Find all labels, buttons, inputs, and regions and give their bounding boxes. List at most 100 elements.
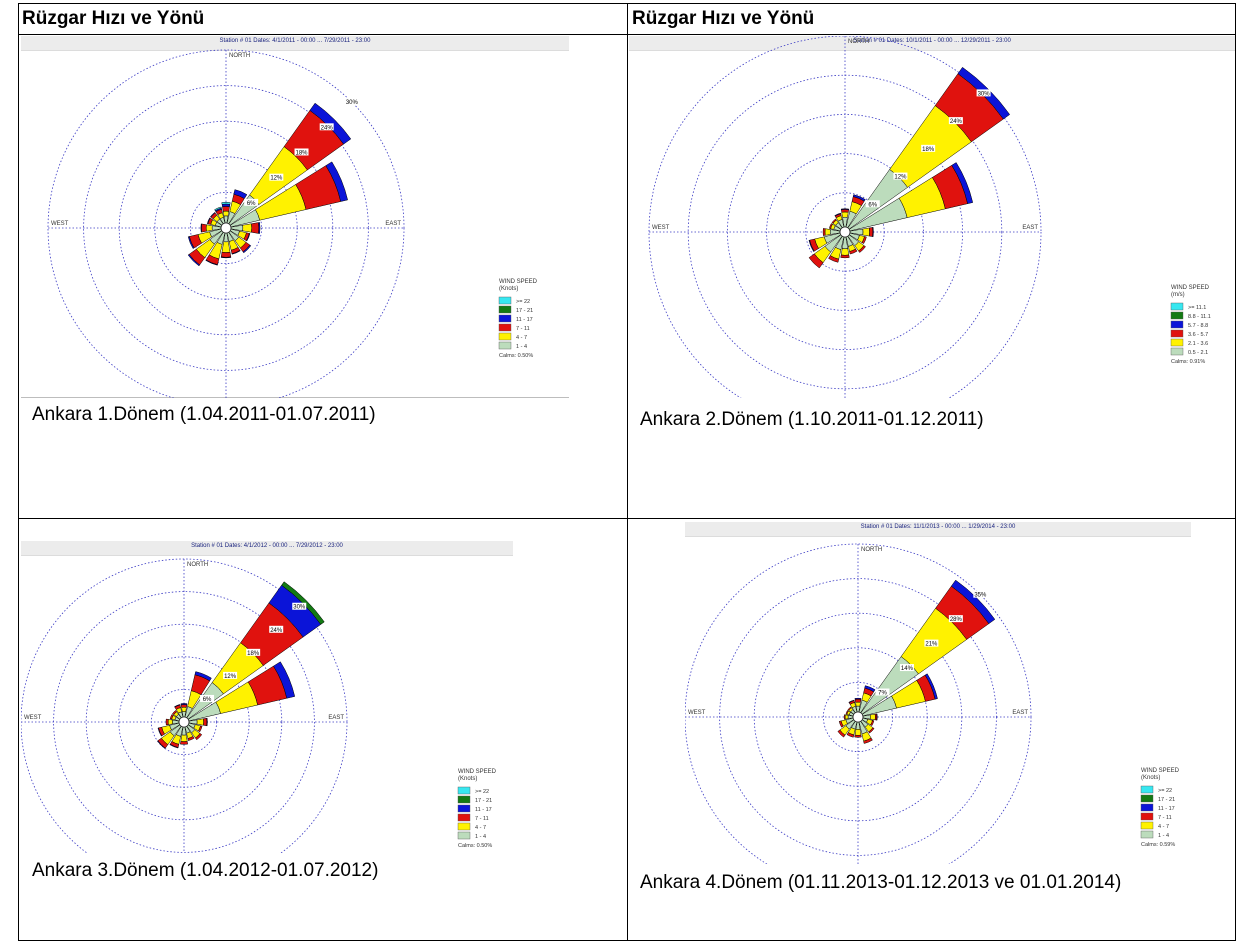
ring-label: 24%	[321, 125, 334, 131]
legend-label: 5.7 - 8.8	[1188, 323, 1208, 329]
ring-label: 21%	[925, 642, 938, 648]
petal-segment	[167, 719, 173, 725]
legend-label: 0.5 - 2.1	[1188, 350, 1208, 356]
petal-segment	[157, 740, 166, 749]
petal-segment	[180, 741, 188, 745]
west-label: WEST	[51, 221, 69, 227]
petal-segment	[834, 212, 842, 217]
petal-segment	[169, 743, 179, 749]
petal-segment	[858, 245, 866, 253]
petal-segment	[841, 211, 849, 218]
windrose-panel-2: Station # 01 Dates: 10/1/2011 - 00:00 ..…	[629, 36, 1235, 398]
ring-label: 24%	[270, 628, 283, 634]
ring-label-bg	[893, 172, 908, 180]
petal-segment	[864, 685, 876, 693]
legend-label: 3.6 - 5.7	[1188, 332, 1208, 338]
legend-swatch	[1140, 812, 1154, 821]
petal-segment	[829, 223, 833, 229]
petal-segment	[222, 210, 230, 217]
east-label: EAST	[1012, 710, 1028, 716]
legend-unit: (Knots)	[499, 286, 518, 292]
calm-circle	[178, 716, 190, 728]
petal-segment	[828, 255, 840, 263]
legend-swatch	[1140, 830, 1154, 839]
legend-label: >= 22	[516, 299, 530, 305]
windrose-panel-1: Station # 01 Dates: 4/1/2011 - 00:00 ...…	[21, 36, 569, 398]
petal-segment	[187, 736, 195, 741]
ring-label-bg	[865, 200, 880, 208]
ring-label-bg	[973, 590, 988, 598]
petal-segment	[181, 706, 187, 712]
legend-title: WIND SPEED	[499, 279, 538, 285]
legend-label: 11 - 17	[516, 317, 533, 323]
legend-label: 17 - 21	[516, 308, 533, 314]
west-label: WEST	[24, 715, 42, 721]
petal-segment	[209, 211, 216, 218]
petal-segment	[840, 208, 850, 210]
ring-circle	[685, 543, 1032, 864]
petal-segment	[242, 223, 253, 233]
chart-title: Station # 01 Dates: 11/1/2013 - 00:00 ..…	[860, 524, 1016, 530]
legend-swatch	[498, 314, 512, 323]
legend-swatch	[1140, 785, 1154, 794]
legend-label: >= 22	[1158, 788, 1172, 794]
petal-segment	[214, 206, 222, 212]
petal-segment	[876, 713, 878, 721]
windrose-chart-2: NORTHSOUTHWESTEAST6%12%18%24%30%WIND SPE…	[648, 36, 1211, 398]
ring-label-bg	[924, 639, 939, 647]
ring-label: 14%	[901, 666, 914, 672]
legend-swatch	[498, 341, 512, 350]
ring-circle	[719, 578, 997, 856]
legend-swatch	[1140, 794, 1154, 803]
results-table: Rüzgar Hızı ve Yönü Rüzgar Hızı ve Yönü …	[18, 3, 1236, 941]
ring-label: 18%	[922, 147, 935, 153]
caption-2: Ankara 2.Dönem (1.10.2011-01.12.2011)	[640, 409, 984, 430]
legend-swatch	[498, 332, 512, 341]
windrose-panel-3: Station # 01 Dates: 4/1/2012 - 00:00 ...…	[21, 541, 513, 853]
legend-label: 4 - 7	[516, 335, 527, 341]
legend-label: 1 - 4	[475, 834, 486, 840]
petal-segment	[808, 239, 815, 252]
windrose-panel-4: Station # 01 Dates: 11/1/2013 - 00:00 ..…	[685, 522, 1191, 864]
petal-segment	[231, 250, 241, 255]
petal-segment	[844, 714, 849, 720]
petal-segment	[233, 189, 248, 199]
ring-label-bg	[294, 148, 309, 156]
legend-swatch	[1170, 338, 1184, 347]
west-label: WEST	[652, 225, 670, 231]
legend-label: 17 - 21	[475, 798, 492, 804]
legend-unit: (m/s)	[1171, 292, 1185, 298]
petal-segment	[869, 713, 876, 721]
petal-segment	[868, 227, 874, 237]
north-label: NORTH	[861, 547, 882, 553]
legend-label: >= 11.1	[1188, 305, 1206, 311]
row-divider	[19, 518, 1235, 519]
legend-label: 8.8 - 11.1	[1188, 314, 1211, 320]
legend-label: 7 - 11	[516, 326, 530, 332]
petal-segment	[194, 671, 212, 682]
petal-segment	[848, 699, 855, 704]
ring-label: 6%	[868, 202, 877, 208]
petal-segment	[195, 733, 203, 741]
petal-segment	[861, 236, 867, 244]
calms-label: Calms: 0.59%	[1141, 842, 1175, 848]
legend-label: 11 - 17	[475, 807, 492, 813]
legend-swatch	[457, 786, 471, 795]
petal-segment	[251, 222, 260, 234]
legend-swatch	[457, 831, 471, 840]
ring-label-bg	[899, 664, 914, 672]
ring-label-bg	[223, 671, 238, 679]
petal-segment	[840, 209, 850, 213]
petal-segment	[852, 194, 866, 202]
petal-segment	[206, 717, 208, 727]
legend-swatch	[457, 822, 471, 831]
petal-segment	[180, 703, 188, 706]
petal-segment	[872, 227, 874, 237]
petal-segment	[838, 720, 844, 728]
calms-label: Calms: 0.91%	[1171, 359, 1205, 365]
legend-swatch	[1140, 803, 1154, 812]
ring-label: 35%	[974, 593, 987, 599]
column-divider	[627, 4, 628, 940]
calms-label: Calms: 0.50%	[458, 843, 492, 849]
legend-swatch	[498, 323, 512, 332]
